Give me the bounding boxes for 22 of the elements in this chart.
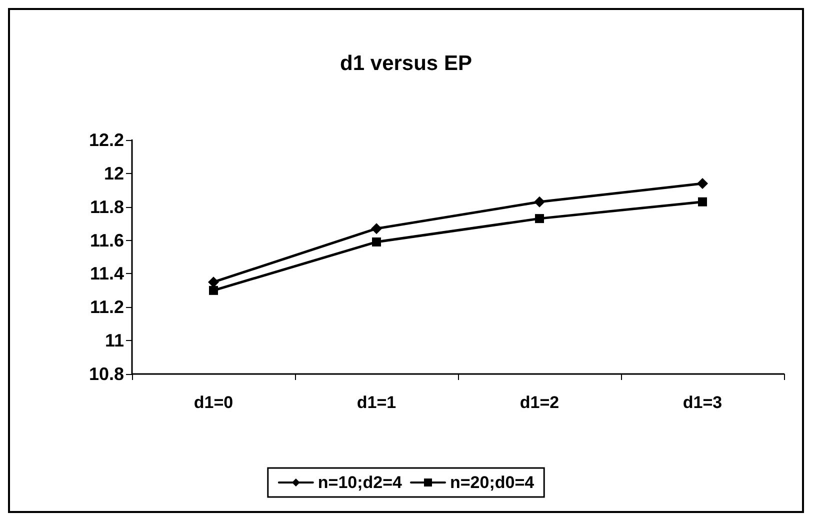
legend-label: n=10;d2=4 xyxy=(318,473,403,492)
point xyxy=(534,196,545,208)
y-tick-label: 11.4 xyxy=(90,264,124,284)
point xyxy=(698,197,707,206)
y-tick-label: 11.2 xyxy=(90,297,124,318)
y-tick-label: 11.8 xyxy=(90,196,124,217)
point xyxy=(371,223,382,234)
y-tick-label: 11 xyxy=(104,330,124,351)
y-tick-label: 12.2 xyxy=(88,130,124,150)
point xyxy=(535,214,544,224)
y-tick-label: 10.8 xyxy=(88,364,124,384)
point xyxy=(209,286,218,295)
x-tick-label: d1=2 xyxy=(520,393,560,412)
x-tick-label: d1=0 xyxy=(194,393,234,412)
point xyxy=(697,178,708,189)
y-tick-label: 11.6 xyxy=(90,230,124,250)
point xyxy=(372,237,381,246)
chart-title: d1 versus EP xyxy=(340,52,472,75)
x-tick-label: d1=3 xyxy=(682,393,722,412)
y-tick-label: 12 xyxy=(104,163,124,184)
legend-label: n=20;d0=4 xyxy=(450,473,535,492)
x-tick-label: d1=1 xyxy=(356,393,396,412)
